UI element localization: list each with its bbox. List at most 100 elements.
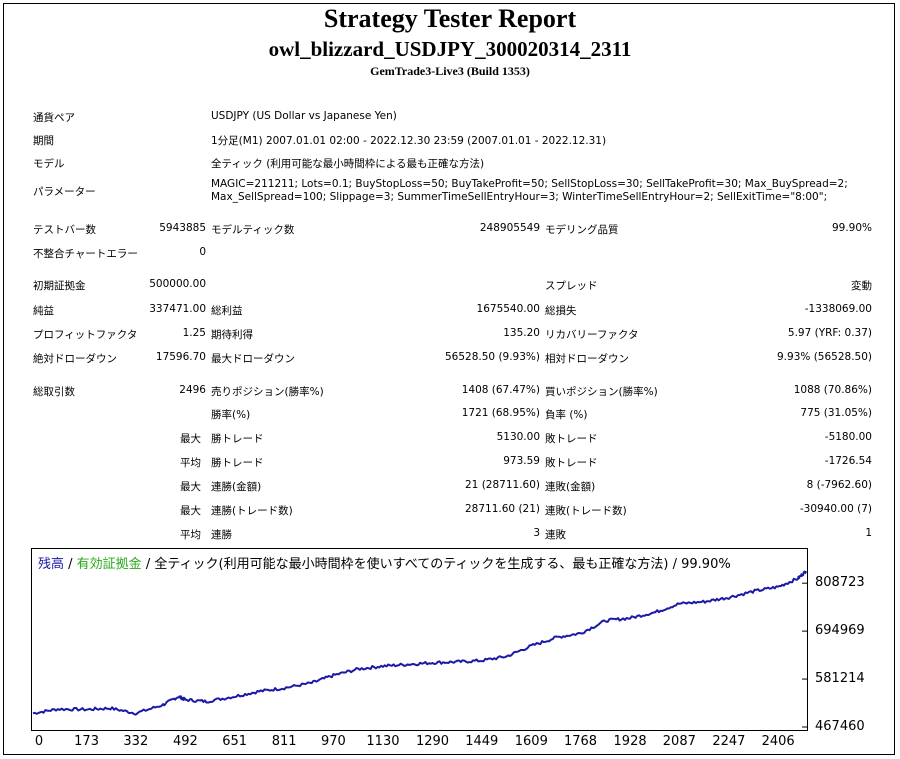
x-tick-label: 0 <box>34 734 44 749</box>
model-value: 全ティック (利用可能な最小時間枠による最も正確な方法) <box>211 158 485 170</box>
quality-value: 99.90% <box>831 222 872 234</box>
drawdown-row: 絶対ドローダウン 17596.70 最大ドローダウン 56528.50 (9.9… <box>0 349 900 369</box>
chart-legend: 残高 / 有効証拠金 / 全ティック(利用可能な最小時間枠を使いすべてのティック… <box>38 553 731 572</box>
period-value: 1分足(M1) 2007.01.01 02:00 - 2022.12.30 23… <box>211 135 607 147</box>
y-tick-label: 467460 <box>815 719 865 734</box>
bars-label: テストバー数 <box>33 224 96 236</box>
params-line-1: MAGIC=211211; Lots=0.1; BuyStopLoss=50; … <box>211 178 848 190</box>
gross-profit-label: 総利益 <box>211 305 243 317</box>
balance-chart <box>31 548 808 731</box>
max-loss-label: 敗トレード <box>545 433 598 445</box>
x-tick-label: 2247 <box>712 734 746 749</box>
long-label: 買いポジション(勝率%) <box>545 386 658 398</box>
x-tick-label: 970 <box>320 734 346 749</box>
consec-win-money-label: 連勝(金額) <box>211 481 262 493</box>
quality-label: モデリング品質 <box>545 224 619 236</box>
ea-name: owl_blizzard_USDJPY_300020314_2311 <box>268 37 632 61</box>
avg-loss-label: 敗トレード <box>545 457 598 469</box>
avg-win-label: 勝トレード <box>211 457 264 469</box>
consec-money-row: 最大 連勝(金額) 21 (28711.60) 連敗(金額) 8 (-7962.… <box>0 477 900 497</box>
x-tick-label: 1609 <box>514 734 548 749</box>
deposit-row: 初期証拠金 500000.00 スプレッド 変動 <box>0 276 900 296</box>
consec-win-trades-label: 連勝(トレード数) <box>211 505 293 517</box>
symbol-value: USDJPY (US Dollar vs Japanese Yen) <box>211 110 397 122</box>
avg-consec-win-value: 3 <box>533 527 540 539</box>
params-label: パラメーター <box>33 186 96 198</box>
x-tick-label: 173 <box>74 734 99 749</box>
consec-win-trades-value: 28711.60 (21) <box>465 503 540 515</box>
x-tick-label: 1290 <box>415 734 450 749</box>
trades-value: 2496 <box>179 384 206 396</box>
gross-loss-label: 総損失 <box>545 305 577 317</box>
model-label: モデル <box>33 158 65 170</box>
avg-consec-loss-label: 連敗 <box>545 529 566 541</box>
x-tick-label: 1130 <box>366 734 400 749</box>
expected-label: 期待利得 <box>211 329 253 341</box>
consec-trades-prefix: 最大 <box>180 505 201 517</box>
x-tick-label: 1449 <box>465 734 499 749</box>
x-tick-label: 332 <box>123 734 149 749</box>
recovery-value: 5.97 (YRF: 0.37) <box>787 327 872 339</box>
spread-label: スプレッド <box>545 280 598 292</box>
x-tick-label: 492 <box>172 734 198 749</box>
pf-label: プロフィットファクタ <box>33 329 138 341</box>
expected-value: 135.20 <box>503 327 540 339</box>
consec-loss-trades-value: -30940.00 (7) <box>799 503 872 515</box>
y-tick-label: 694969 <box>815 623 865 639</box>
max-dd-value: 56528.50 (9.93%) <box>445 351 540 363</box>
short-value: 1408 (67.47%) <box>461 384 540 396</box>
avg-win-value: 973.59 <box>503 455 540 467</box>
y-tick-label: 581214 <box>815 671 865 687</box>
consec-loss-money-value: 8 (-7962.60) <box>806 479 872 491</box>
bars-value: 5943885 <box>159 222 206 234</box>
gross-profit-value: 1675540.00 <box>476 303 540 315</box>
legend-equity: 有効証拠金 <box>76 557 142 572</box>
consec-trades-row: 最大 連勝(トレード数) 28711.60 (21) 連敗(トレード数) -30… <box>0 501 900 521</box>
params-line-2: Max_SellSpread=100; Slippage=3; SummerTi… <box>211 191 828 203</box>
deposit-label: 初期証拠金 <box>33 280 86 292</box>
ticks-label: モデルティック数 <box>211 224 295 236</box>
avg-consec-prefix: 平均 <box>180 529 201 541</box>
recovery-label: リカバリーファクタ <box>545 329 639 341</box>
winrate-label: 勝率(%) <box>211 409 251 421</box>
period-label: 期間 <box>33 135 54 147</box>
mismatch-label: 不整合チャートエラー <box>33 248 138 260</box>
avg-consec-row: 平均 連勝 3 連敗 1 <box>0 525 900 545</box>
symbol-label: 通貨ペア <box>33 112 75 124</box>
pf-row: プロフィットファクタ 1.25 期待利得 135.20 リカバリーファクタ 5.… <box>0 325 900 345</box>
mismatch-value: 0 <box>199 246 206 258</box>
symbol-row: 通貨ペア USDJPY (US Dollar vs Japanese Yen) <box>0 108 900 128</box>
net-row: 純益 337471.00 総利益 1675540.00 総損失 -1338069… <box>0 301 900 321</box>
consec-loss-trades-label: 連敗(トレード数) <box>545 505 627 517</box>
max-win-value: 5130.00 <box>496 431 540 443</box>
rel-dd-value: 9.93% (56528.50) <box>777 351 872 363</box>
balance-line <box>32 570 807 716</box>
max-dd-label: 最大ドローダウン <box>211 353 295 365</box>
lossrate-label: 負率 (%) <box>545 409 588 421</box>
consec-loss-money-label: 連敗(金額) <box>545 481 596 493</box>
bars-row: テストバー数 5943885 モデルティック数 248905549 モデリング品… <box>0 220 900 240</box>
model-row: モデル 全ティック (利用可能な最小時間枠による最も正確な方法) <box>0 154 900 174</box>
net-value: 337471.00 <box>149 303 206 315</box>
y-tick-label: 808723 <box>815 575 865 591</box>
avg-trade-row: 平均 勝トレード 973.59 敗トレード -1726.54 <box>0 453 900 473</box>
period-row: 期間 1分足(M1) 2007.01.01 02:00 - 2022.12.30… <box>0 131 900 151</box>
deposit-value: 500000.00 <box>149 278 206 290</box>
max-win-label: 勝トレード <box>211 433 264 445</box>
spread-value: 変動 <box>851 280 872 292</box>
ticks-value: 248905549 <box>479 222 540 234</box>
x-tick-label: 1768 <box>563 734 598 749</box>
x-tick-label: 1928 <box>613 734 647 749</box>
report-frame <box>3 3 895 755</box>
legend-sep: / <box>64 557 77 572</box>
consec-money-prefix: 最大 <box>180 481 201 493</box>
consec-win-money-value: 21 (28711.60) <box>465 479 540 491</box>
legend-balance: 残高 <box>38 557 65 572</box>
balance-chart-plot <box>32 570 808 728</box>
trades-label: 総取引数 <box>33 386 75 398</box>
avg-consec-loss-value: 1 <box>865 527 872 539</box>
gross-loss-value: -1338069.00 <box>804 303 872 315</box>
trades-row: 総取引数 2496 売りポジション(勝率%) 1408 (67.47%) 買いポ… <box>0 382 900 402</box>
avg-consec-win-label: 連勝 <box>211 529 232 541</box>
legend-desc: / 全ティック(利用可能な最小時間枠を使いすべてのティックを生成する、最も正確な… <box>141 557 731 572</box>
